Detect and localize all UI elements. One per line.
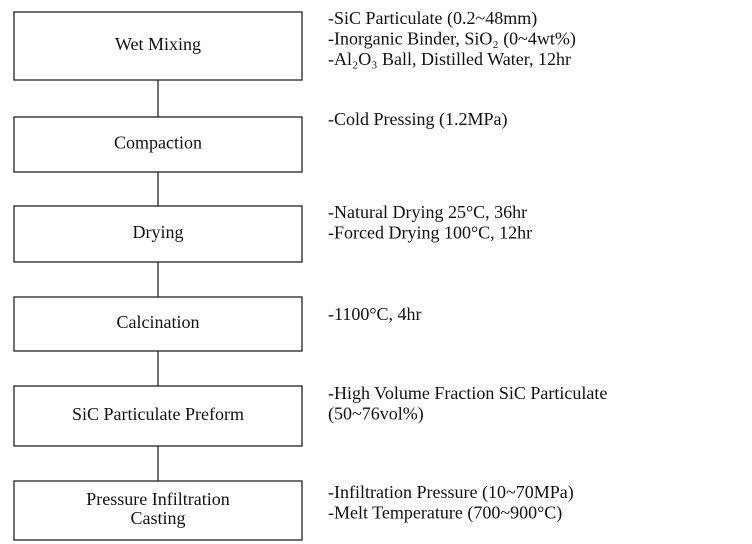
step-note: -Forced Drying 100°C, 12hr bbox=[328, 223, 532, 243]
step-note: -Melt Temperature (700~900°C) bbox=[328, 503, 562, 524]
step-note: -Infiltration Pressure (10~70MPa) bbox=[328, 482, 574, 503]
step-label: Drying bbox=[133, 222, 184, 242]
step-note: -SiC Particulate (0.2~48mm) bbox=[328, 8, 537, 29]
step-note: -Natural Drying 25°C, 36hr bbox=[328, 202, 527, 222]
step-label: Compaction bbox=[114, 133, 202, 153]
step-note: (50~76vol%) bbox=[328, 404, 424, 425]
process-box bbox=[13, 205, 303, 263]
process-box bbox=[13, 480, 303, 541]
step-note: -Al₂O₃ Ball, Distilled Water, 12hr bbox=[328, 49, 571, 69]
step-label: SiC Particulate Preform bbox=[72, 404, 244, 424]
step-note: -High Volume Fraction SiC Particulate bbox=[328, 383, 607, 403]
step-label: Casting bbox=[130, 508, 185, 528]
step-note: -Cold Pressing (1.2MPa) bbox=[328, 109, 508, 130]
step-label: Wet Mixing bbox=[115, 34, 201, 54]
process-box bbox=[13, 116, 303, 173]
step-note: -Inorganic Binder, SiO₂ (0~4wt%) bbox=[328, 29, 576, 50]
step-note: -1100°C, 4hr bbox=[328, 304, 422, 324]
process-box bbox=[13, 11, 303, 81]
step-label: Pressure Infiltration bbox=[86, 489, 229, 509]
process-box bbox=[13, 385, 303, 447]
step-label: Calcination bbox=[117, 312, 200, 332]
